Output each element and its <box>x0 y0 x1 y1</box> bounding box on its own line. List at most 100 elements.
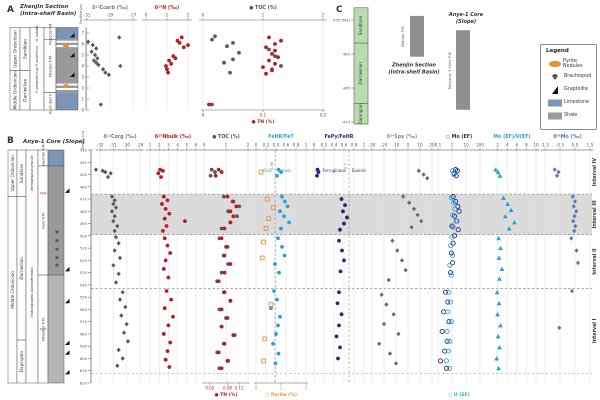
axis-tick-label: 0.6 <box>341 143 348 148</box>
data-point <box>381 321 387 327</box>
data-point <box>447 338 453 344</box>
axis2-legend: ○ U (EF) <box>448 392 469 398</box>
data-point <box>213 170 217 174</box>
data-point <box>116 240 121 246</box>
axis-title: ● TOC (%) <box>212 134 240 140</box>
data-point <box>500 195 506 200</box>
axis2-tick-label: 0.08 <box>223 386 232 391</box>
interval-label: Interval II <box>592 248 598 275</box>
data-point <box>342 258 346 263</box>
axis2-title: ● TN (%) <box>252 119 275 125</box>
axis-tick-label: 2 <box>247 143 250 148</box>
height-tick-label: 6 <box>81 42 84 47</box>
formation-cell-label: Kuniutan F.M. <box>48 89 53 114</box>
threshold-value: 0.7 <box>344 163 348 169</box>
data-point <box>279 38 283 43</box>
data-point <box>448 270 454 276</box>
data-point <box>219 226 224 231</box>
series-d98Mo <box>552 167 581 331</box>
redox-zone-label: Euxinic <box>352 168 366 173</box>
data-point <box>453 218 459 224</box>
data-point <box>273 61 277 66</box>
depth-tick-label: 490 <box>80 221 88 226</box>
axis2-tick-label: 0.2 <box>320 113 327 118</box>
data-point <box>401 194 406 199</box>
data-point <box>161 267 166 271</box>
data-point <box>391 312 396 317</box>
data-point <box>219 270 224 275</box>
data-point <box>165 198 170 203</box>
data-point <box>275 297 279 302</box>
data-point <box>396 331 401 337</box>
data-point <box>92 52 98 58</box>
data-point <box>278 314 282 319</box>
data-point <box>261 358 266 364</box>
data-point <box>209 167 214 172</box>
bar-label: Miaopo F.M. <box>400 25 405 47</box>
age-tick-label: 460 <box>343 52 351 57</box>
data-point <box>93 167 99 172</box>
data-point <box>554 173 560 179</box>
height-tick-label: 7 <box>81 31 84 36</box>
data-point <box>443 365 449 371</box>
axis-title: Mo (EF)/U(EF) <box>493 134 530 140</box>
data-point <box>96 62 101 68</box>
series-FeHR-FeT <box>269 167 291 366</box>
axis-tick-label: -0.5 <box>556 143 565 148</box>
depth-tick-label: 500 <box>80 233 88 238</box>
data-point <box>339 197 344 201</box>
data-point <box>237 204 242 209</box>
interval-label: Interval III <box>592 200 598 228</box>
data-point <box>451 200 457 206</box>
data-point <box>95 56 100 61</box>
data-point <box>508 207 514 213</box>
section-label: Zhenjin Section <box>391 63 436 69</box>
data-point <box>274 332 278 336</box>
graptolite-icon <box>65 369 70 375</box>
data-point <box>276 351 281 356</box>
data-point <box>572 199 578 204</box>
data-point <box>91 58 96 63</box>
data-point <box>259 255 265 261</box>
data-point <box>112 228 117 234</box>
range-bar-miaopo <box>410 15 424 57</box>
data-point <box>557 325 562 331</box>
data-point <box>120 289 125 295</box>
axis-title: δ¹⁵N (‰) <box>155 5 179 11</box>
data-point <box>163 357 168 362</box>
data-point <box>276 167 281 172</box>
series-cell-label: Middle Ordovician <box>13 71 19 110</box>
bar-label: Ningkuo + Hulo F.M. <box>447 51 452 89</box>
axis-tick-label: 4 <box>506 143 509 148</box>
data-point <box>273 262 277 266</box>
axis-tick-label: 0.8 <box>351 143 358 148</box>
data-point <box>117 255 123 261</box>
chart-TOC_TN_A: 0 1 2 ● TOC (%) 0 0.1 0.2 ● TN (%) <box>199 5 327 125</box>
data-point <box>113 205 119 210</box>
panel-b-title: Anye-1 Core (Slope) <box>23 139 86 145</box>
axis2-tick-label: 1 <box>280 386 283 391</box>
zone-label: P. preanserinus <box>35 67 39 93</box>
data-point <box>263 226 269 231</box>
data-point <box>216 350 221 355</box>
data-point <box>222 270 227 275</box>
data-point <box>167 211 172 216</box>
chart-d15Nbulk: 1 2 3 4 5 6 δ¹⁵Nbulk (‰) <box>146 134 200 383</box>
chart-TOC_TN_B: 0 1 2 ● TOC (%) 0.02 0.08 0.12● TN (%) <box>200 134 252 398</box>
data-point <box>109 209 115 214</box>
height-tick-label: 4 <box>81 64 84 69</box>
data-point <box>569 235 574 241</box>
axis-tick-label: 1 <box>262 13 265 18</box>
axis-tick-label: 2 <box>158 143 161 148</box>
data-point <box>336 356 340 361</box>
data-point <box>556 169 561 175</box>
range-bar-ningkuo-hulo <box>456 30 470 110</box>
series-cell-label: Middle Ordovician <box>10 271 15 309</box>
series-d15Nbulk <box>156 167 187 369</box>
depth-tick-label: 520 <box>80 258 88 263</box>
lithology-column-b <box>47 149 70 384</box>
axis-tick-label: 100 <box>476 143 484 148</box>
data-point <box>277 270 281 275</box>
graptolite-icon <box>65 188 70 193</box>
data-point <box>450 260 456 266</box>
